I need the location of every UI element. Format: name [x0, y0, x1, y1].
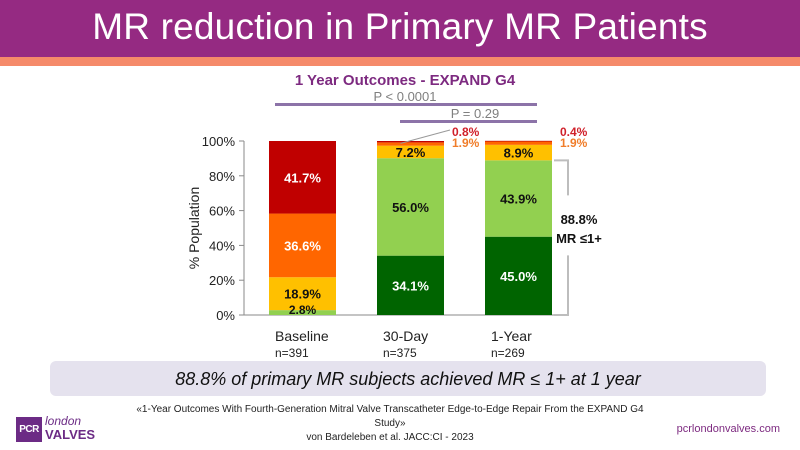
pcr-london-valves-logo: PCR london VALVES: [16, 414, 96, 442]
bracket-label-percent: 88.8%: [561, 212, 598, 227]
data-label: 8.9%: [504, 146, 534, 161]
x-category-label: 30-Day: [383, 328, 428, 344]
data-label-mod-severe: 1.9%: [452, 136, 480, 150]
bar-segment-mild: [485, 160, 552, 237]
y-tick-label: 60%: [209, 204, 235, 219]
x-category-label: 1-Year: [491, 328, 532, 344]
citation-authors: von Bardeleben et al. JACC:CI - 2023: [306, 432, 474, 443]
data-label: 56.0%: [392, 200, 429, 215]
x-category-label: Baseline: [275, 328, 329, 344]
y-tick-label: 0%: [216, 308, 235, 323]
logo-word-valves: VALVES: [45, 427, 96, 442]
data-label: 36.6%: [284, 238, 321, 253]
y-tick-label: 100%: [202, 134, 236, 149]
y-axis-label: % Population: [186, 187, 202, 270]
citation: «1-Year Outcomes With Fourth-Generation …: [120, 403, 660, 445]
bar-segment-severe: [485, 140, 552, 142]
bar-segment-moderate: [269, 277, 336, 311]
y-tick-label: 20%: [209, 273, 235, 288]
bar-segment-mild: [269, 310, 336, 315]
header-accent-stripe: [0, 57, 800, 66]
leader-line: [400, 129, 451, 144]
bar-segment-mild: [377, 158, 444, 256]
y-tick-label: 40%: [209, 238, 235, 253]
data-label-severe: 0.8%: [452, 125, 480, 139]
bar-segment-none-trace: [485, 236, 552, 315]
data-label: 18.9%: [284, 287, 321, 302]
summary-banner: 88.8% of primary MR subjects achieved MR…: [50, 361, 766, 396]
p-value-line-1: [275, 103, 537, 106]
bar-segment-moderate-severe: [377, 142, 444, 146]
x-n-label: n=269: [491, 346, 525, 360]
bracket-top: [554, 159, 569, 196]
summary-text: 88.8% of primary MR subjects achieved MR…: [175, 369, 641, 389]
bar-segment-moderate: [485, 144, 552, 161]
p-value-line-2: [400, 120, 537, 123]
bar-segment-severe: [377, 141, 444, 143]
bracket-bottom: [554, 255, 569, 316]
bar-segment-none-trace: [377, 255, 444, 315]
y-tick-label: 80%: [209, 169, 235, 184]
logo-badge: PCR: [16, 417, 42, 442]
bar-segment-moderate: [377, 145, 444, 159]
data-label-severe: 0.4%: [560, 125, 588, 139]
x-n-label: n=375: [383, 346, 417, 360]
p-value-label-1: P < 0.0001: [373, 89, 437, 104]
data-label: 34.1%: [392, 278, 429, 293]
chart-title: 1 Year Outcomes - EXPAND G4: [294, 72, 516, 89]
data-label: 45.0%: [500, 269, 537, 284]
slide-title: MR reduction in Primary MR Patients: [92, 6, 708, 47]
stacked-bar-chart: 0% 20% 40% 60% 80% 100% % Population 2.8%18.9% 3…: [186, 125, 602, 360]
data-label-mod-severe: 1.9%: [560, 136, 588, 150]
x-n-label: n=391: [275, 346, 309, 360]
header-bar: MR reduction in Primary MR Patients: [0, 0, 800, 57]
bar-segment-severe: [269, 141, 336, 214]
citation-title: «1-Year Outcomes With Fourth-Generation …: [136, 404, 644, 429]
website-link[interactable]: pcrlondonvalves.com: [676, 423, 780, 435]
data-label: 7.2%: [396, 145, 426, 160]
bar-segment-moderate-severe: [269, 213, 336, 278]
data-label: 41.7%: [284, 170, 321, 185]
data-label: 43.9%: [500, 192, 537, 207]
bracket-label-mr: MR ≤1+: [556, 231, 602, 246]
p-value-label-2: P = 0.29: [450, 106, 500, 121]
bar-segment-moderate-severe: [485, 141, 552, 145]
logo-word-london: london: [45, 414, 82, 428]
data-label: 2.8%: [289, 303, 317, 317]
